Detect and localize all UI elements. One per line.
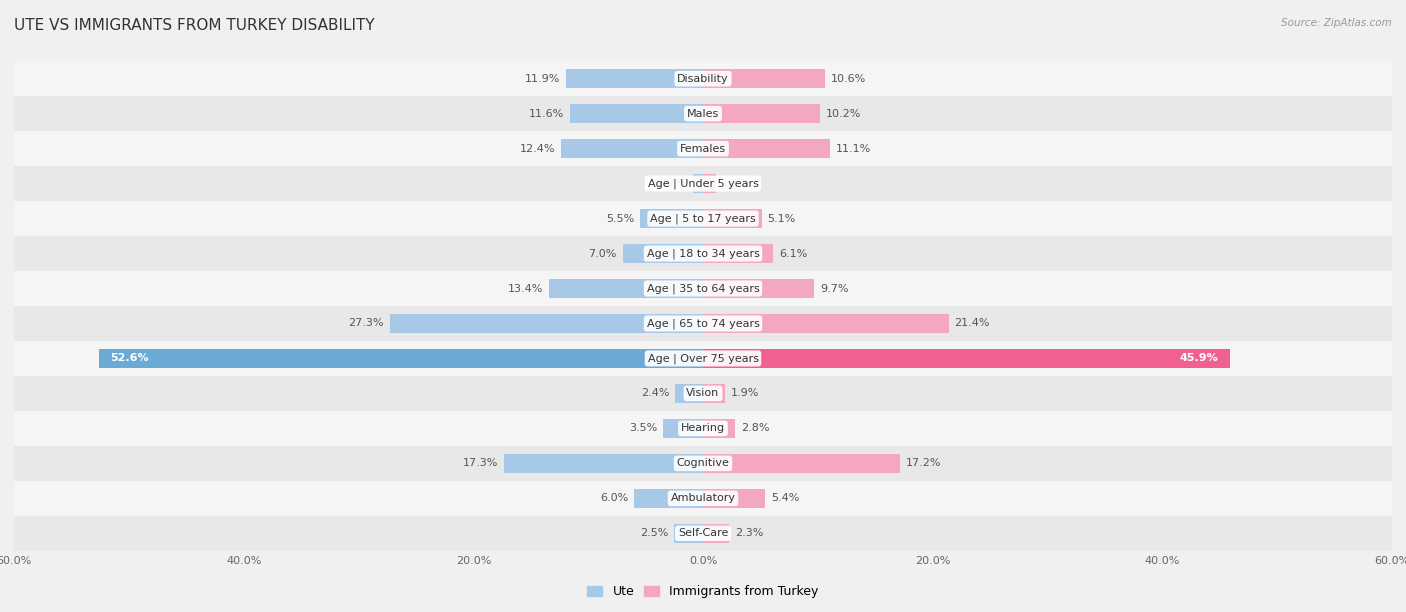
Bar xyxy=(703,489,765,508)
Text: Disability: Disability xyxy=(678,73,728,84)
Text: Vision: Vision xyxy=(686,389,720,398)
Text: 17.3%: 17.3% xyxy=(463,458,499,468)
Text: 0.86%: 0.86% xyxy=(652,179,688,188)
Text: 1.9%: 1.9% xyxy=(731,389,759,398)
Text: 2.8%: 2.8% xyxy=(741,424,769,433)
Text: 10.6%: 10.6% xyxy=(831,73,866,84)
Text: 11.1%: 11.1% xyxy=(837,144,872,154)
Text: 5.1%: 5.1% xyxy=(768,214,796,223)
Bar xyxy=(567,69,703,88)
Text: UTE VS IMMIGRANTS FROM TURKEY DISABILITY: UTE VS IMMIGRANTS FROM TURKEY DISABILITY xyxy=(14,18,374,34)
Text: 9.7%: 9.7% xyxy=(820,283,849,294)
FancyBboxPatch shape xyxy=(14,376,1392,411)
Bar xyxy=(623,244,703,263)
Bar xyxy=(505,453,703,473)
Legend: Ute, Immigrants from Turkey: Ute, Immigrants from Turkey xyxy=(582,580,824,603)
Text: 21.4%: 21.4% xyxy=(955,318,990,329)
Text: 17.2%: 17.2% xyxy=(907,458,942,468)
Text: 2.3%: 2.3% xyxy=(735,528,763,539)
Bar xyxy=(703,453,900,473)
Bar xyxy=(640,209,703,228)
Text: 2.5%: 2.5% xyxy=(640,528,669,539)
Bar xyxy=(703,314,949,333)
Bar xyxy=(693,174,703,193)
Text: Ambulatory: Ambulatory xyxy=(671,493,735,503)
Bar xyxy=(703,244,773,263)
Text: Age | 65 to 74 years: Age | 65 to 74 years xyxy=(647,318,759,329)
Bar xyxy=(703,104,820,123)
Bar xyxy=(703,279,814,298)
FancyBboxPatch shape xyxy=(14,201,1392,236)
Text: 10.2%: 10.2% xyxy=(825,109,862,119)
Text: Hearing: Hearing xyxy=(681,424,725,433)
Bar xyxy=(703,139,831,159)
FancyBboxPatch shape xyxy=(14,131,1392,166)
FancyBboxPatch shape xyxy=(14,271,1392,306)
Bar xyxy=(703,174,716,193)
Text: 5.5%: 5.5% xyxy=(606,214,634,223)
Bar xyxy=(569,104,703,123)
Text: 12.4%: 12.4% xyxy=(519,144,555,154)
Text: Males: Males xyxy=(688,109,718,119)
Text: Age | Under 5 years: Age | Under 5 years xyxy=(648,178,758,189)
Text: 3.5%: 3.5% xyxy=(628,424,657,433)
Text: 7.0%: 7.0% xyxy=(589,248,617,258)
Bar xyxy=(389,314,703,333)
FancyBboxPatch shape xyxy=(14,446,1392,481)
Text: 2.4%: 2.4% xyxy=(641,389,669,398)
Text: 13.4%: 13.4% xyxy=(508,283,543,294)
Bar xyxy=(675,384,703,403)
Bar xyxy=(634,489,703,508)
Text: Age | 35 to 64 years: Age | 35 to 64 years xyxy=(647,283,759,294)
Bar xyxy=(98,349,703,368)
Text: 11.9%: 11.9% xyxy=(526,73,561,84)
FancyBboxPatch shape xyxy=(14,166,1392,201)
Bar xyxy=(703,349,1230,368)
Bar xyxy=(703,524,730,543)
Text: 52.6%: 52.6% xyxy=(111,354,149,364)
Bar xyxy=(703,209,762,228)
Text: Age | Over 75 years: Age | Over 75 years xyxy=(648,353,758,364)
Bar xyxy=(703,384,725,403)
Text: Females: Females xyxy=(681,144,725,154)
Text: Age | 5 to 17 years: Age | 5 to 17 years xyxy=(650,214,756,224)
FancyBboxPatch shape xyxy=(14,516,1392,551)
Text: Source: ZipAtlas.com: Source: ZipAtlas.com xyxy=(1281,18,1392,28)
Bar xyxy=(550,279,703,298)
Bar xyxy=(675,524,703,543)
Text: Self-Care: Self-Care xyxy=(678,528,728,539)
FancyBboxPatch shape xyxy=(14,96,1392,131)
Text: Cognitive: Cognitive xyxy=(676,458,730,468)
FancyBboxPatch shape xyxy=(14,236,1392,271)
Bar xyxy=(662,419,703,438)
FancyBboxPatch shape xyxy=(14,411,1392,446)
Bar xyxy=(703,69,825,88)
Bar xyxy=(703,419,735,438)
FancyBboxPatch shape xyxy=(14,341,1392,376)
Text: 5.4%: 5.4% xyxy=(770,493,799,503)
Text: 27.3%: 27.3% xyxy=(349,318,384,329)
FancyBboxPatch shape xyxy=(14,306,1392,341)
Text: 6.1%: 6.1% xyxy=(779,248,807,258)
FancyBboxPatch shape xyxy=(14,61,1392,96)
Text: 45.9%: 45.9% xyxy=(1180,354,1219,364)
Text: Age | 18 to 34 years: Age | 18 to 34 years xyxy=(647,248,759,259)
Text: 11.6%: 11.6% xyxy=(529,109,564,119)
Bar xyxy=(561,139,703,159)
Text: 6.0%: 6.0% xyxy=(600,493,628,503)
FancyBboxPatch shape xyxy=(14,481,1392,516)
Text: 1.1%: 1.1% xyxy=(721,179,749,188)
